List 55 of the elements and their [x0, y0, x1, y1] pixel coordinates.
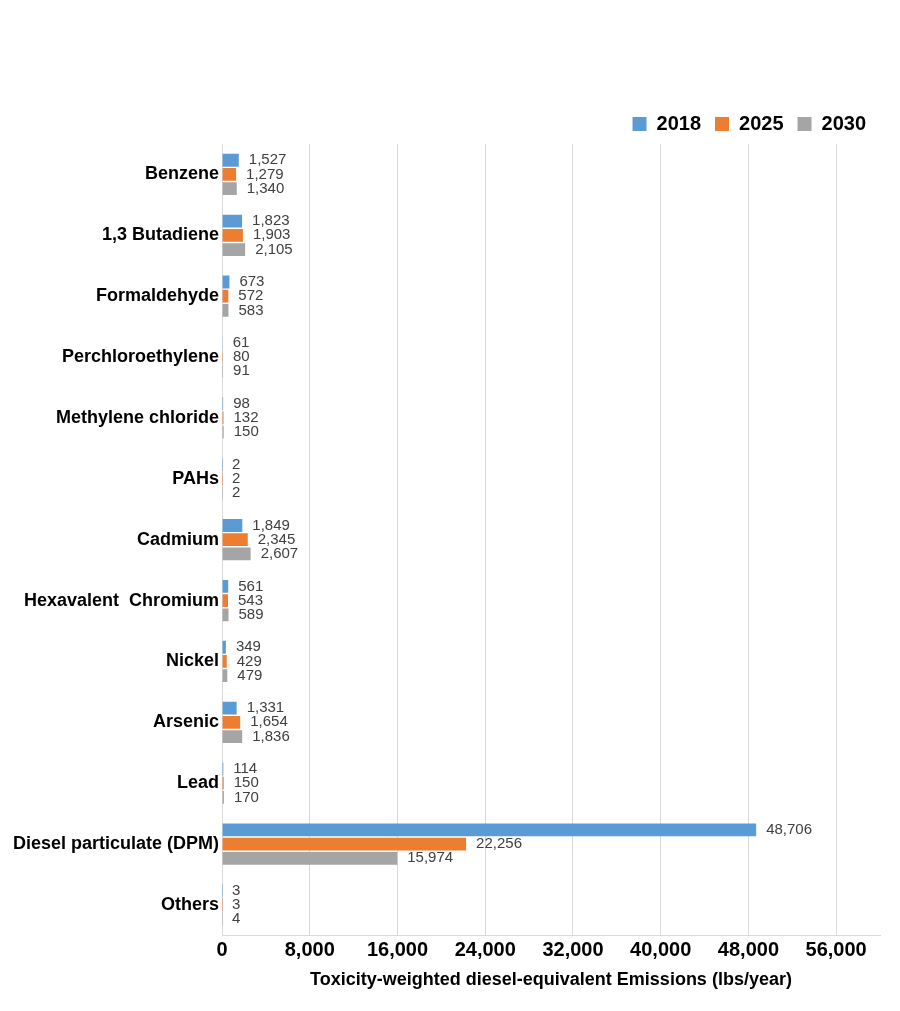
- bar: [222, 533, 248, 547]
- x-tick-label: 8,000: [284, 937, 335, 960]
- legend-label: 2025: [739, 111, 784, 134]
- y-tick-label: PAHs: [172, 467, 220, 488]
- bar: [222, 168, 237, 181]
- y-tick-label: Lead: [177, 772, 220, 793]
- bar: [222, 182, 237, 196]
- bar: [222, 519, 243, 532]
- legend-label: 2018: [656, 111, 702, 134]
- y-tick-label: Methylene chloride: [56, 406, 220, 427]
- bar: [222, 243, 246, 256]
- x-tick-label: 56,000: [805, 937, 867, 960]
- y-tick-label: Cadmium: [137, 528, 220, 549]
- data-label: 48,706: [766, 820, 813, 838]
- y-tick-label: Arsenic: [153, 711, 220, 732]
- data-label: 98: [233, 393, 250, 411]
- bar: [222, 823, 757, 837]
- x-axis-title: Toxicity-weighted diesel-equivalent Emissions (lbs/year): [310, 969, 792, 990]
- bar: [222, 608, 229, 622]
- bar: [222, 837, 467, 851]
- bar: [222, 701, 237, 715]
- legend-label: 2030: [821, 111, 867, 134]
- x-tick-label: 40,000: [630, 937, 692, 960]
- data-label: 22,256: [476, 834, 522, 852]
- x-tick-label: 24,000: [454, 937, 516, 960]
- bar: [222, 579, 229, 593]
- y-tick-label: Others: [161, 893, 220, 914]
- data-label: 1,823: [252, 211, 290, 229]
- bar: [222, 214, 243, 228]
- data-label: 1,331: [246, 698, 285, 716]
- y-tick-label: Formaldehyde: [96, 285, 220, 306]
- x-tick-label: 32,000: [542, 937, 604, 960]
- bar: [222, 655, 227, 668]
- x-tick-label: 48,000: [717, 937, 779, 960]
- data-label: 3: [232, 880, 241, 898]
- bar: [222, 153, 239, 167]
- y-tick-label: Nickel: [166, 650, 220, 671]
- bar: [222, 594, 229, 607]
- data-label: 15,974: [407, 848, 454, 866]
- y-tick-label: Perchloroethylene: [61, 346, 220, 367]
- y-tick-label: Benzene: [145, 163, 220, 184]
- y-tick-label: Diesel particulate (DPM): [12, 833, 220, 854]
- x-tick-label: 0: [216, 937, 228, 960]
- bar: [222, 547, 251, 561]
- bar: [222, 730, 243, 743]
- data-label: 2: [232, 483, 241, 501]
- data-label: 1,527: [248, 150, 287, 168]
- bar: [222, 715, 241, 729]
- data-label: 2,105: [255, 239, 293, 257]
- x-tick-label: 16,000: [366, 937, 429, 960]
- y-tick-label: 1,3 Butadiene: [102, 224, 220, 245]
- bar: [222, 228, 243, 242]
- bar: [222, 851, 398, 865]
- y-tick-label: Hexavalent Chromium: [23, 589, 220, 610]
- bar: [222, 640, 226, 654]
